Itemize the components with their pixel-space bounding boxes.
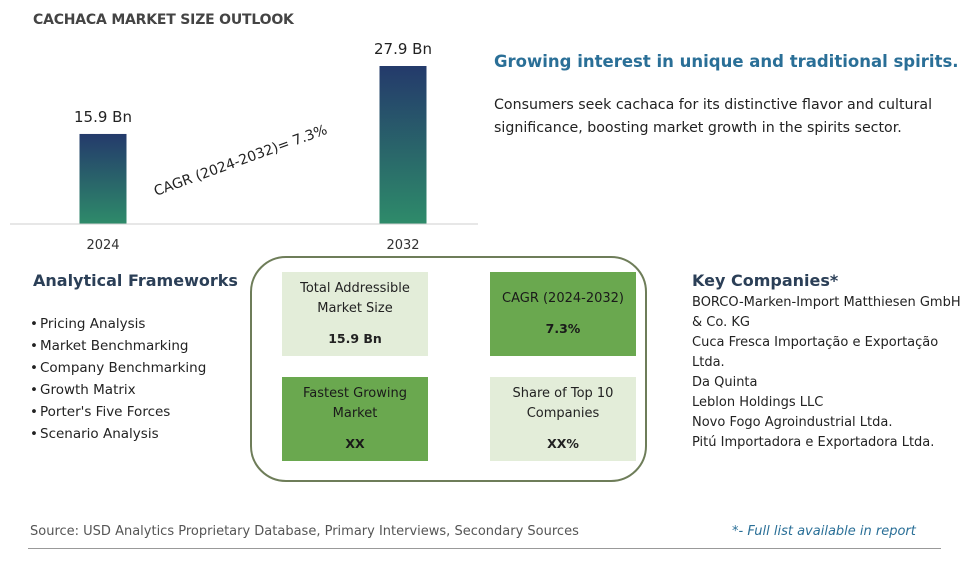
bar-value-label: 15.9 Bn — [74, 108, 132, 126]
footnote: *- Full list available in report — [732, 524, 916, 539]
bar-2024 — [79, 133, 127, 224]
x-tick-label: 2024 — [86, 238, 119, 253]
frameworks-list: • Pricing Analysis • Market Benchmarking •… — [30, 313, 206, 445]
list-item: BORCO-Marken-Import Matthiesen GmbH & Co… — [692, 295, 961, 330]
insight-description: Consumers seek cachaca for its distincti… — [494, 97, 933, 136]
metric-fastest-market: Fastest Growing Market XX — [282, 377, 428, 461]
footer-divider — [28, 548, 941, 549]
key-companies-heading: Key Companies* — [692, 271, 839, 290]
list-item: • Porter's Five Forces — [30, 404, 171, 420]
market-size-chart: 15.9 Bn 2024 27.9 Bn 2032 CAGR (2024-2032)=… — [10, 40, 478, 253]
cagr-annotation: CAGR (2024-2032)= 7.3% — [152, 122, 330, 200]
list-item: • Market Benchmarking — [30, 338, 189, 354]
bar-2032 — [379, 66, 427, 224]
x-tick-label: 2032 — [386, 238, 419, 253]
source-note: Source: USD Analytics Proprietary Databa… — [30, 524, 579, 539]
list-item: Novo Fogo Agroindustrial Ltda. — [692, 415, 893, 430]
list-item: Pitú Importadora e Exportadora Ltda. — [692, 435, 935, 450]
list-item: Leblon Holdings LLC — [692, 395, 824, 410]
metrics-panel — [250, 256, 647, 482]
list-item: Da Quinta — [692, 375, 758, 390]
list-item: • Scenario Analysis — [30, 426, 159, 442]
list-item: • Pricing Analysis — [30, 316, 146, 332]
key-companies-list: BORCO-Marken-Import Matthiesen GmbH & Co… — [692, 293, 962, 453]
list-item: • Company Benchmarking — [30, 360, 207, 376]
metric-cagr: CAGR (2024-2032) 7.3% — [490, 272, 636, 356]
metric-tam: Total Addressible Market Size 15.9 Bn — [282, 272, 428, 356]
list-item: • Growth Matrix — [30, 382, 136, 398]
bar-value-label: 27.9 Bn — [374, 40, 432, 58]
page-title: CACHACA MARKET SIZE OUTLOOK — [33, 12, 294, 28]
frameworks-heading: Analytical Frameworks — [33, 271, 238, 290]
metric-top10-share: Share of Top 10 Companies XX% — [490, 377, 636, 461]
list-item: Cuca Fresca Importação e Exportação Ltda… — [692, 335, 939, 370]
insight-headline: Growing interest in unique and tradition… — [494, 52, 959, 71]
